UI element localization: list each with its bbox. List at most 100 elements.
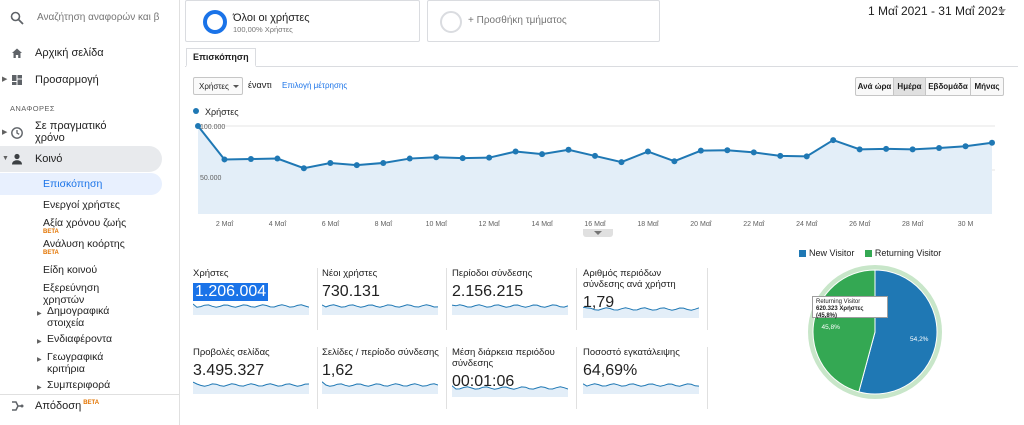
scorecard[interactable]: Αριθμός περιόδων σύνδεσης ανά χρήστη 1,79 xyxy=(583,268,708,330)
data-point xyxy=(777,152,784,159)
data-point xyxy=(909,146,916,153)
data-point xyxy=(539,151,546,158)
sparkline xyxy=(583,306,699,318)
data-point xyxy=(486,154,493,161)
sparkline xyxy=(583,383,699,394)
users-line-chart[interactable]: 100.000 50.000 2 Μαΐ 4 Μαΐ 6 Μαΐ 8 Μαΐ 10 Μαΐ 1… xyxy=(190,118,1005,230)
scorecard[interactable]: Μέση διάρκεια περιόδου σύνδεσης 00:01:06 xyxy=(452,347,577,409)
choose-metric-link[interactable]: Επιλογή μέτρησης xyxy=(282,81,348,90)
visitor-pie-chart[interactable]: 54,2% 45,8% xyxy=(805,262,945,402)
nav-behavior[interactable]: ▶ Συμπεριφορά xyxy=(37,379,111,391)
sparkline-area xyxy=(322,381,438,394)
nav-user-types[interactable]: Είδη κοινού xyxy=(43,264,98,276)
granularity-hourly-button[interactable]: Ανά ώρα xyxy=(855,77,894,96)
scorecard-value: 2.156.215 xyxy=(452,283,524,300)
scorecard[interactable]: Περίοδοι σύνδεσης 2.156.215 xyxy=(452,268,577,330)
nav-interests[interactable]: ▶ Ενδιαφέροντα xyxy=(37,333,113,345)
nav-lifetime-value[interactable]: Αξία χρόνου ζωής BETA xyxy=(43,217,126,236)
nav-customization-label: Προσαρμογή xyxy=(35,74,99,86)
data-point xyxy=(962,143,969,150)
sparkline xyxy=(193,381,309,394)
dashboard-icon xyxy=(12,75,22,85)
nav-demographics[interactable]: ▶ Δημογραφικά στοιχεία xyxy=(37,305,137,329)
granularity-week-button[interactable]: Εβδομάδα xyxy=(925,77,971,96)
nav-demographics-label: Δημογραφικά στοιχεία xyxy=(47,305,110,329)
scorecard[interactable]: Νέοι χρήστες 730.131 xyxy=(322,268,447,330)
segment-all-users[interactable]: Όλοι οι χρήστες 100,00% Χρήστες xyxy=(185,0,420,42)
tab-overview[interactable]: Επισκόπηση xyxy=(186,48,256,67)
scorecard-label: Μέση διάρκεια περιόδου σύνδεσης xyxy=(452,347,555,369)
data-point xyxy=(644,148,651,155)
data-point xyxy=(221,156,228,163)
sidebar: Αναζήτηση αναφορών και β Αρχική σελίδα ▶… xyxy=(0,0,180,425)
sparkline-line xyxy=(452,304,568,308)
chart-collapse-handle[interactable] xyxy=(583,229,613,237)
nav-active-users[interactable]: Ενεργοί χρήστες xyxy=(43,199,120,211)
x-tick-label: 18 Μαΐ xyxy=(637,220,659,228)
nav-user-explorer[interactable]: Εξερεύνηση χρηστών xyxy=(43,282,100,306)
scorecard[interactable]: Προβολές σελίδας 3.495.327 xyxy=(193,347,318,409)
data-point xyxy=(195,123,201,129)
date-range-picker[interactable]: 1 Μαΐ 2021 - 31 Μαΐ 2021 xyxy=(868,4,1006,18)
nav-attribution[interactable]: Απόδοση BETA xyxy=(0,394,180,416)
scorecard-value: 1,79 xyxy=(583,294,615,311)
date-range-text: 1 Μαΐ 2021 - 31 Μαΐ 2021 xyxy=(868,4,1005,18)
nav-geo[interactable]: ▶ Γεωγραφικά κριτήρια xyxy=(37,351,127,375)
tab-bar-divider xyxy=(185,66,1018,67)
legend-swatch-returning xyxy=(864,250,872,257)
x-tick-label: 28 Μαΐ xyxy=(902,220,924,228)
nav-overview-label: Επισκόπηση xyxy=(43,178,103,190)
beta-badge: BETA xyxy=(43,229,59,235)
scorecard[interactable]: Χρήστες 1.206.004 xyxy=(193,268,318,330)
add-segment-label: + Προσθήκη τμήματος xyxy=(468,15,567,26)
nav-home[interactable]: Αρχική σελίδα xyxy=(0,42,180,64)
x-tick-label: 14 Μαΐ xyxy=(531,220,553,228)
data-point xyxy=(989,139,995,146)
data-point xyxy=(459,155,466,162)
chart-legend: Χρήστες xyxy=(193,107,239,117)
sparkline-line xyxy=(583,306,699,311)
search-input[interactable]: Αναζήτηση αναφορών και β xyxy=(37,12,160,23)
legend-series-label: Χρήστες xyxy=(205,107,239,117)
x-tick-label: 22 Μαΐ xyxy=(743,220,765,228)
nav-behavior-label: Συμπεριφορά xyxy=(47,379,111,391)
x-tick-label: 6 Μαΐ xyxy=(322,220,340,228)
versus-label: έναντι xyxy=(248,80,272,90)
add-segment-button[interactable]: + Προσθήκη τμήματος xyxy=(427,0,660,42)
y-tick-label: 100.000 xyxy=(200,124,225,131)
granularity-day-button[interactable]: Ημέρα xyxy=(893,77,926,96)
nav-cohort[interactable]: Ανάλυση κοόρτης BETA xyxy=(43,238,125,257)
scorecard[interactable]: Ποσοστό εγκατάλειψης 64,69% xyxy=(583,347,708,409)
nav-interests-label: Ενδιαφέροντα xyxy=(47,333,113,345)
sparkline-area xyxy=(193,382,309,394)
data-point xyxy=(724,147,731,154)
nav-audience[interactable]: ▼ Κοινό xyxy=(0,146,162,172)
x-tick-label: 24 Μαΐ xyxy=(796,220,818,228)
pie-slice-label: 45,8% xyxy=(822,324,841,331)
scorecard[interactable]: Σελίδες / περίοδο σύνδεσης 1,62 xyxy=(322,347,447,409)
x-tick-label: 8 Μαΐ xyxy=(375,220,393,228)
attribution-text: Απόδοση xyxy=(35,400,82,412)
sparkline-area xyxy=(452,304,568,315)
series-area xyxy=(198,126,992,214)
metric-select[interactable]: Χρήστες xyxy=(193,77,243,95)
x-tick-label: 26 Μαΐ xyxy=(849,220,871,228)
expand-arrow-icon: ▶ xyxy=(37,385,42,391)
scorecard-value: 730.131 xyxy=(322,283,380,300)
beta-badge: BETA xyxy=(43,250,59,256)
nav-realtime[interactable]: ▶ Σε πραγματικό χρόνο xyxy=(0,119,180,147)
nav-audience-overview[interactable]: Επισκόπηση xyxy=(0,173,162,195)
nav-customization[interactable]: ▶ Προσαρμογή xyxy=(0,69,180,91)
home-icon xyxy=(12,48,22,58)
data-point xyxy=(327,159,334,166)
data-point xyxy=(830,137,837,144)
empty-segment-ring-icon xyxy=(440,11,462,33)
search-box[interactable]: Αναζήτηση αναφορών και β xyxy=(0,0,180,38)
expand-arrow-icon: ▶ xyxy=(37,357,42,363)
data-point xyxy=(565,146,572,153)
tooltip-title: Returning Visitor xyxy=(816,299,861,305)
scorecard-value: 1.206.004 xyxy=(193,283,269,301)
expand-arrow-icon: ▶ xyxy=(37,339,42,345)
granularity-month-button[interactable]: Μήνας xyxy=(970,77,1004,96)
